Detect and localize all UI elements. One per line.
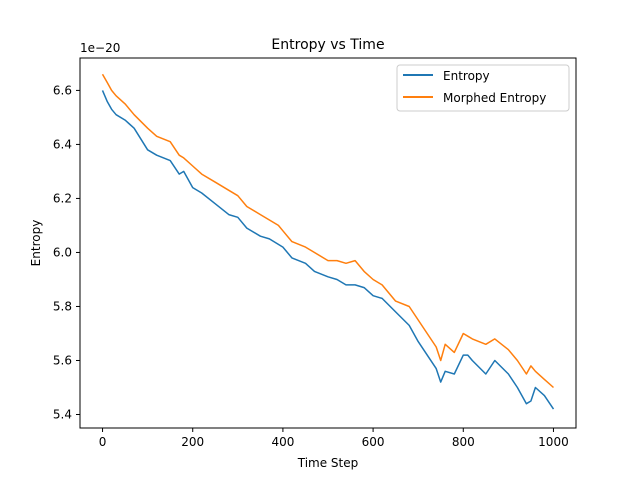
- y-axis-label: Entropy: [29, 220, 43, 267]
- x-axis-label: Time Step: [297, 456, 359, 470]
- x-axis: 0 200 400 600 800 1000: [99, 428, 569, 449]
- x-tick-label: 0: [99, 435, 107, 449]
- y-tick-label: 6.2: [53, 191, 72, 205]
- series-line-morphed-entropy: [101, 73, 554, 389]
- y-tick-label: 6.6: [53, 83, 72, 97]
- legend-label-morphed-entropy: Morphed Entropy: [443, 91, 546, 105]
- x-tick-label: 1000: [538, 435, 569, 449]
- x-tick-label: 200: [181, 435, 204, 449]
- y-tick-label: 6.4: [53, 137, 72, 151]
- y-offset-label: 1e−20: [80, 41, 120, 55]
- y-tick-label: 5.8: [53, 299, 72, 313]
- x-tick-label: 400: [271, 435, 294, 449]
- legend-box: [396, 64, 570, 112]
- y-axis: 5.4 5.6 5.8 6.0 6.2 6.4 6.6: [53, 83, 80, 421]
- x-tick-label: 800: [452, 435, 475, 449]
- plot-area: [101, 73, 555, 410]
- series-line-entropy: [101, 90, 555, 410]
- y-tick-label: 6.0: [53, 245, 72, 259]
- y-tick-label: 5.6: [53, 353, 72, 367]
- x-tick-label: 600: [362, 435, 385, 449]
- axes-frame: [79, 57, 577, 429]
- legend-label-entropy: Entropy: [443, 69, 490, 83]
- y-tick-label: 5.4: [53, 407, 72, 421]
- legend: Entropy Morphed Entropy: [396, 64, 570, 112]
- chart-title: Entropy vs Time: [271, 37, 384, 53]
